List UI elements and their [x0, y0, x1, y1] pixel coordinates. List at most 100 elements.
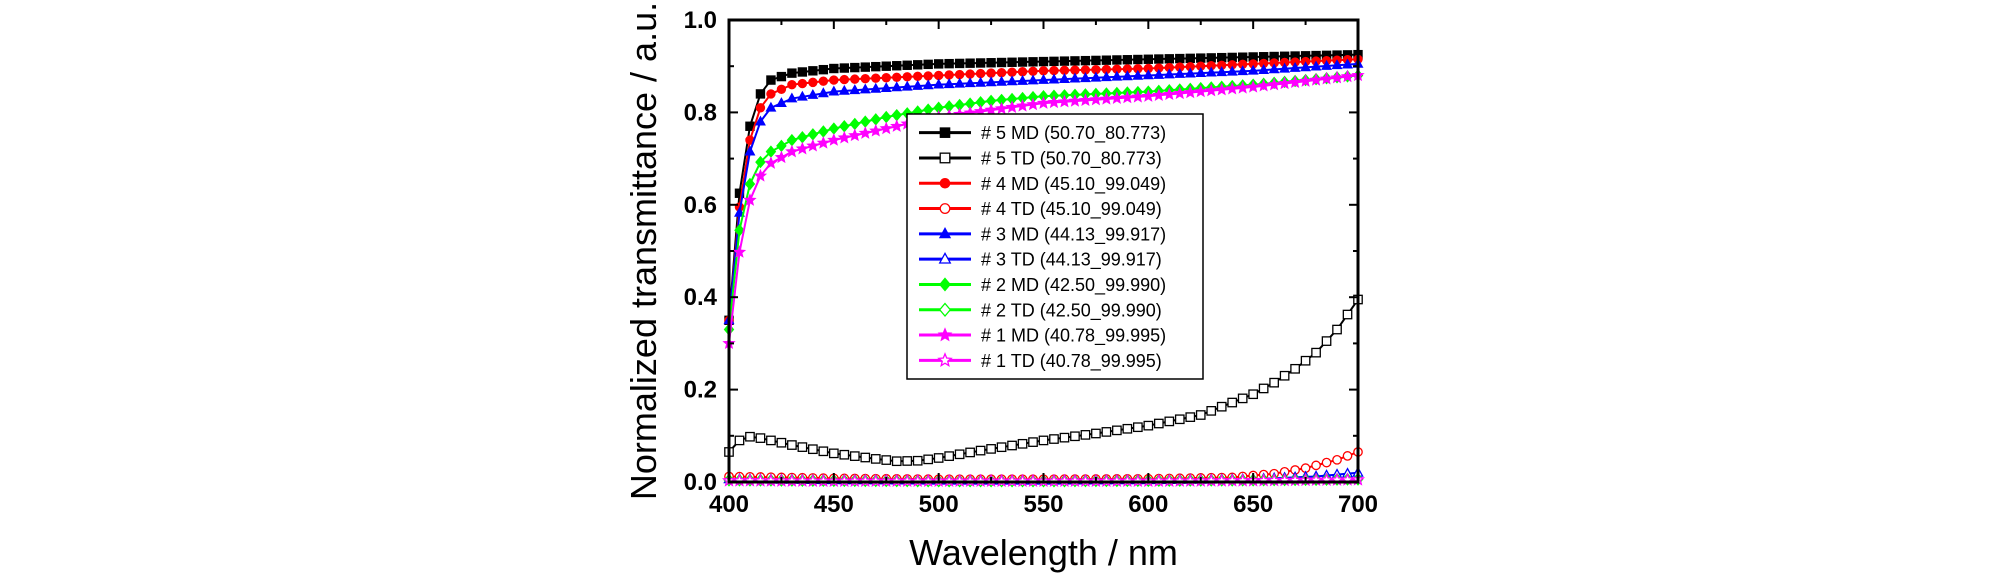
data-point [996, 67, 1007, 78]
data-point [807, 88, 819, 99]
data-point [1017, 438, 1028, 449]
data-point [1132, 69, 1144, 80]
data-point [1059, 73, 1070, 83]
data-point [1277, 76, 1292, 90]
data-point [849, 84, 861, 95]
data-point [1321, 336, 1332, 346]
data-point [764, 156, 778, 169]
data-point [1342, 451, 1353, 461]
data-point [1038, 73, 1049, 84]
data-point [975, 76, 987, 87]
data-point [1028, 437, 1038, 447]
data-point [1120, 90, 1135, 104]
x-tick-label: 500 [919, 491, 959, 518]
data-point [1163, 68, 1175, 79]
data-point [1332, 324, 1342, 335]
data-point [1310, 60, 1322, 71]
data-point [912, 455, 923, 466]
legend-label: # 4 TD (45.10_99.049) [981, 199, 1162, 220]
data-point [881, 73, 891, 83]
data-point [1184, 67, 1196, 78]
data-point [1069, 72, 1081, 83]
data-point [923, 454, 934, 465]
data-point [849, 451, 860, 461]
data-point [839, 449, 850, 460]
data-point [1143, 54, 1154, 64]
data-point [1225, 81, 1239, 95]
legend-label: # 5 TD (50.70_80.773) [981, 148, 1162, 169]
data-point [944, 58, 954, 69]
data-point [923, 71, 933, 81]
data-point [818, 76, 829, 86]
data-point [808, 444, 818, 455]
data-point [1330, 70, 1344, 84]
data-point [1164, 416, 1175, 427]
data-point [1174, 414, 1185, 425]
data-point [1164, 54, 1174, 64]
data-point [1028, 57, 1038, 67]
data-point [1162, 87, 1176, 101]
data-point [1216, 66, 1228, 77]
data-point [1267, 77, 1281, 91]
data-point [1059, 56, 1070, 66]
data-point [808, 77, 818, 88]
data-point [996, 75, 1008, 86]
data-point [1237, 393, 1248, 404]
data-point [797, 130, 808, 144]
legend-marker [939, 127, 951, 138]
legend-item: # 2 TD (42.50_99.990) [919, 300, 1162, 321]
data-point [1319, 71, 1334, 85]
legend-label: # 5 MD (50.70_80.773) [981, 123, 1166, 144]
data-point [860, 62, 870, 72]
data-point [858, 126, 872, 139]
data-point [996, 442, 1007, 453]
series-2 [724, 294, 1363, 467]
data-point [891, 456, 902, 467]
y-tick-label: 1.0 [684, 7, 717, 34]
data-point [860, 115, 871, 128]
data-point [1194, 84, 1208, 98]
data-point [986, 58, 996, 68]
data-point [1174, 67, 1186, 78]
legend-marker [939, 152, 951, 164]
data-point [743, 193, 757, 206]
data-point [850, 62, 860, 73]
data-point [954, 77, 966, 88]
data-point [753, 168, 768, 182]
data-point [1185, 53, 1195, 64]
y-tick-label: 0.0 [684, 469, 717, 496]
legend-marker [938, 302, 952, 317]
data-point [776, 139, 787, 153]
data-point [787, 68, 797, 78]
data-point [1047, 95, 1061, 109]
data-point [965, 58, 975, 68]
data-point [1141, 89, 1155, 102]
data-point [744, 145, 756, 156]
x-tick-label: 400 [709, 491, 749, 518]
data-point [1215, 82, 1229, 96]
data-point [1173, 86, 1187, 100]
data-point [1321, 59, 1333, 70]
y-tick-label: 0.4 [684, 284, 718, 311]
data-point [902, 456, 913, 466]
data-point [849, 117, 861, 131]
data-point [1342, 309, 1353, 320]
data-point [994, 101, 1009, 115]
data-point [1196, 53, 1206, 63]
data-point [1005, 100, 1019, 113]
data-point [766, 435, 776, 446]
data-point [870, 82, 882, 93]
data-point [860, 73, 870, 84]
data-point [1269, 377, 1279, 388]
x-tick-label: 550 [1023, 491, 1063, 518]
data-point [787, 79, 797, 90]
data-point [838, 84, 850, 95]
data-point [860, 452, 871, 463]
data-point [808, 66, 818, 76]
data-point [1028, 66, 1038, 76]
data-point [870, 113, 882, 126]
data-point [818, 125, 829, 138]
legend: # 5 MD (50.70_80.773) # 5 TD (50.70_80.77… [906, 113, 1204, 380]
data-point [1154, 54, 1164, 64]
